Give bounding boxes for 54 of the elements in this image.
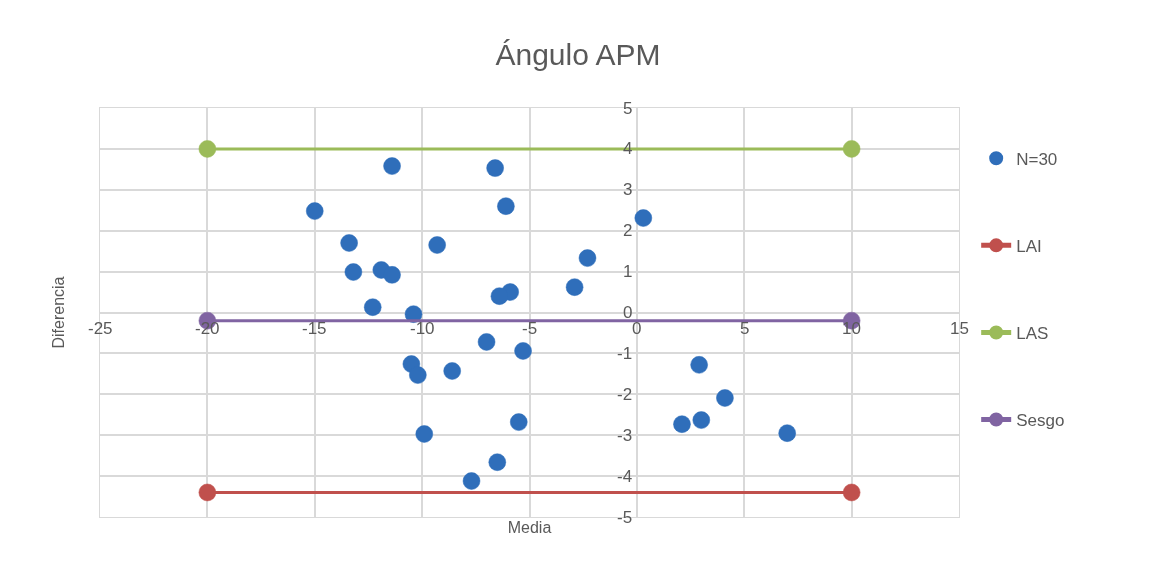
point [716,389,734,407]
x-tick-label: -10 [410,319,435,338]
point [488,453,507,471]
x-tick-label: 15 [950,319,969,338]
point [514,342,532,360]
y-tick-label: -2 [617,385,633,404]
x-tick-label: -20 [195,319,220,338]
point [383,157,401,175]
legend-label: LAI [1016,237,1042,256]
point [344,263,363,281]
point [477,333,496,351]
point [778,424,796,442]
y-tick-label: -3 [617,426,633,445]
point [306,202,324,220]
point [462,472,481,490]
y-tick-label: 3 [623,180,633,199]
point [842,483,861,502]
point [497,197,515,215]
point [565,278,584,296]
point [383,266,401,284]
y-axis-title: Diferencia [49,276,67,349]
point [198,483,217,502]
legend-label: N=30 [1016,149,1058,169]
y-tick-label: 2 [623,221,633,240]
y-tick-label: -1 [617,344,633,363]
point [578,249,597,267]
point [690,356,708,374]
point [340,234,358,252]
x-tick-label: -5 [522,319,538,338]
point [490,287,509,305]
x-tick-label: -25 [88,319,113,338]
x-tick-label: 5 [740,319,750,338]
point [510,413,528,431]
point [842,140,861,158]
point [198,140,217,158]
y-tick-label: 0 [623,303,633,322]
point [486,159,504,177]
x-tick-label: -15 [302,319,327,338]
y-tick-label: -4 [617,467,633,486]
x-axis-title: Media [507,518,552,536]
point [692,411,711,429]
point [415,425,434,443]
legend-label: Sesgo [1016,411,1065,431]
legend-label: LAS [1016,324,1049,344]
point [428,236,446,254]
point [363,298,382,316]
y-tick-label: 1 [623,262,633,281]
point [634,209,653,227]
chart-title: Ángulo APM [495,38,661,72]
point [443,362,461,380]
point [673,415,691,433]
y-tick-label: -5 [617,508,633,527]
y-tick-label: 5 [623,99,633,118]
point [409,366,427,384]
